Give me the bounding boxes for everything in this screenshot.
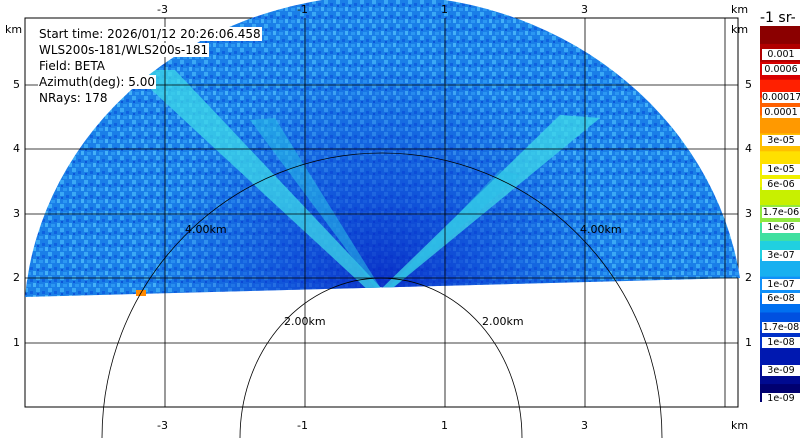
range-rings	[101, 152, 663, 438]
colorbar-title: -1 sr-	[760, 10, 796, 26]
y-tick-right: 1	[745, 336, 752, 349]
y-tick-left: 5	[13, 78, 20, 91]
colorbar-label: 1.7e-06	[762, 207, 800, 218]
colorbar-swatch	[760, 187, 800, 206]
colorbar-label: 3e-07	[762, 250, 800, 261]
y-tick-left: 2	[13, 271, 20, 284]
colorbar-label: 1e-08	[762, 337, 800, 348]
range-ring-label: 2.00km	[482, 315, 524, 328]
info-panel: Start time: 2026/01/12 20:26:06.458 WLS2…	[38, 26, 262, 106]
colorbar-label: 6e-08	[762, 293, 800, 304]
colorbar-label: 1e-09	[762, 393, 800, 404]
y-tick-left: 4	[13, 142, 20, 155]
y-tick-right: 2	[745, 271, 752, 284]
colorbar-swatch	[760, 348, 800, 367]
colorbar-label: 3e-09	[762, 365, 800, 376]
x-tick-top: 1	[441, 3, 448, 16]
colorbar-label: 1.7e-08	[762, 322, 800, 333]
range-ring-label: 4.00km	[580, 223, 622, 236]
x-tick-top: -1	[297, 3, 308, 16]
start-time: Start time: 2026/01/12 20:26:06.458	[38, 27, 262, 41]
x-tick-bottom: -1	[297, 419, 308, 432]
azimuth: Azimuth(deg): 5.00	[38, 75, 157, 89]
colorbar-label: 1e-07	[762, 279, 800, 290]
x-unit-bottom: km	[731, 419, 749, 432]
x-tick-top: -3	[157, 3, 168, 16]
field-name: Field: BETA	[38, 59, 106, 73]
colorbar-label: 1e-06	[762, 222, 800, 233]
colorbar-swatch	[760, 258, 800, 278]
x-tick-bottom: 1	[441, 419, 448, 432]
radar-origin	[373, 287, 390, 295]
colorbar-label: 6e-06	[762, 179, 800, 190]
colorbar-label: 0.0001	[762, 107, 800, 118]
colorbar-label: 3e-05	[762, 135, 800, 146]
y-tick-right: 4	[745, 142, 752, 155]
x-tick-top: 3	[581, 3, 588, 16]
colorbar-label: 0.0006	[762, 64, 800, 75]
colorbar-swatch	[760, 115, 800, 134]
colorbar-swatch	[760, 26, 800, 45]
colorbar-label: 0.001	[762, 49, 800, 60]
grid	[25, 18, 738, 407]
y-tick-right: 3	[745, 207, 752, 220]
range-ring-label: 4.00km	[185, 223, 227, 236]
y-unit-left: km	[5, 23, 23, 36]
instrument-name: WLS200s-181/WLS200s-181	[38, 43, 210, 57]
x-unit-top: km	[731, 3, 749, 16]
y-tick-left: 1	[13, 336, 20, 349]
nrays: NRays: 178	[38, 91, 109, 105]
x-tick-bottom: -3	[157, 419, 168, 432]
y-tick-left: 3	[13, 207, 20, 220]
y-tick-right: 5	[745, 78, 752, 91]
left-streak	[130, 70, 385, 292]
x-tick-bottom: 3	[581, 419, 588, 432]
range-ring-label: 2.00km	[284, 315, 326, 328]
y-unit-right: km	[731, 23, 749, 36]
colorbar-label: 0.00017	[762, 92, 800, 103]
colorbar-label: 1e-05	[762, 164, 800, 175]
